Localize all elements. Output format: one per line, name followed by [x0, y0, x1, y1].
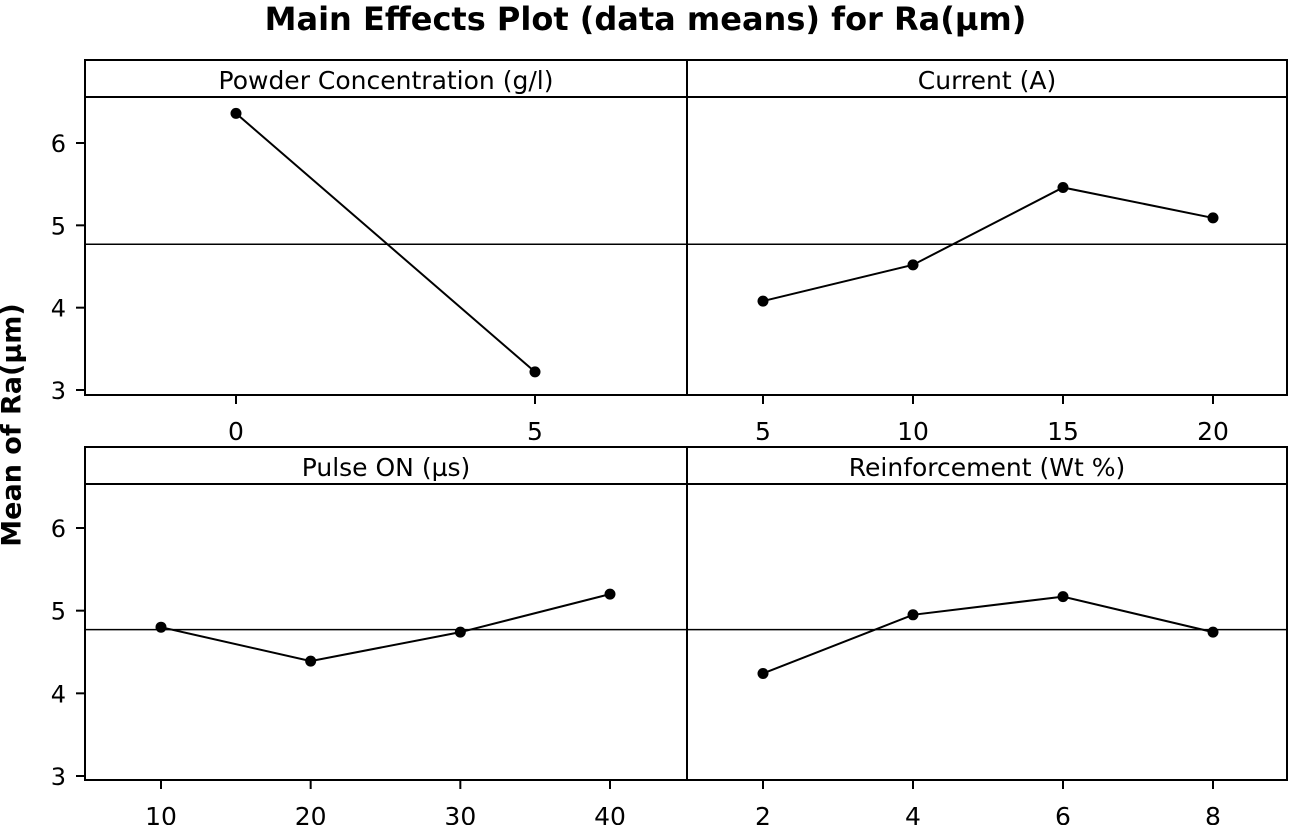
data-point	[604, 588, 616, 600]
x-tick-label: 0	[228, 417, 244, 446]
series-line	[160, 593, 611, 663]
y-tick-label: 4	[51, 295, 66, 323]
panel-strip-title: Pulse ON (µs)	[302, 453, 471, 482]
y-tick-label: 6	[51, 515, 66, 543]
data-point	[155, 621, 167, 633]
x-tick-label: 4	[905, 802, 921, 825]
data-point	[907, 259, 919, 271]
series-line	[762, 186, 1214, 303]
x-tick-label: 10	[145, 802, 177, 825]
data-point	[757, 295, 769, 307]
x-tick-label: 15	[1047, 417, 1079, 446]
y-tick-label: 6	[51, 130, 66, 158]
chart-title: Main Effects Plot (data means) for Ra(µm…	[264, 0, 1027, 38]
series-line	[762, 595, 1214, 675]
y-tick-label: 4	[51, 680, 66, 708]
x-tick-label: 2	[755, 802, 771, 825]
data-point	[454, 626, 466, 638]
x-tick-label: 40	[594, 802, 626, 825]
panel-strip-title: Current (A)	[918, 66, 1056, 95]
data-point	[1057, 591, 1069, 603]
x-tick-label: 6	[1055, 802, 1071, 825]
data-point	[757, 667, 769, 679]
y-tick-label: 3	[51, 763, 66, 791]
data-point	[1057, 181, 1069, 193]
x-tick-label: 8	[1205, 802, 1221, 825]
panel-strip-title: Reinforcement (Wt %)	[849, 453, 1125, 482]
x-tick-label: 10	[897, 417, 929, 446]
x-tick-label: 5	[755, 417, 771, 446]
series-line	[235, 112, 536, 373]
data-point	[1207, 212, 1219, 224]
y-tick-label: 3	[51, 377, 66, 405]
x-tick-label: 5	[527, 417, 543, 446]
x-tick-label: 30	[444, 802, 476, 825]
y-tick-label: 5	[51, 212, 66, 240]
panel-strip-title: Powder Concentration (g/l)	[219, 66, 554, 95]
data-point	[529, 366, 541, 378]
data-point	[907, 609, 919, 621]
data-point	[230, 107, 242, 119]
y-tick-label: 5	[51, 598, 66, 626]
data-point	[1207, 626, 1219, 638]
x-tick-label: 20	[295, 802, 327, 825]
data-point	[305, 655, 317, 667]
x-tick-label: 20	[1197, 417, 1229, 446]
